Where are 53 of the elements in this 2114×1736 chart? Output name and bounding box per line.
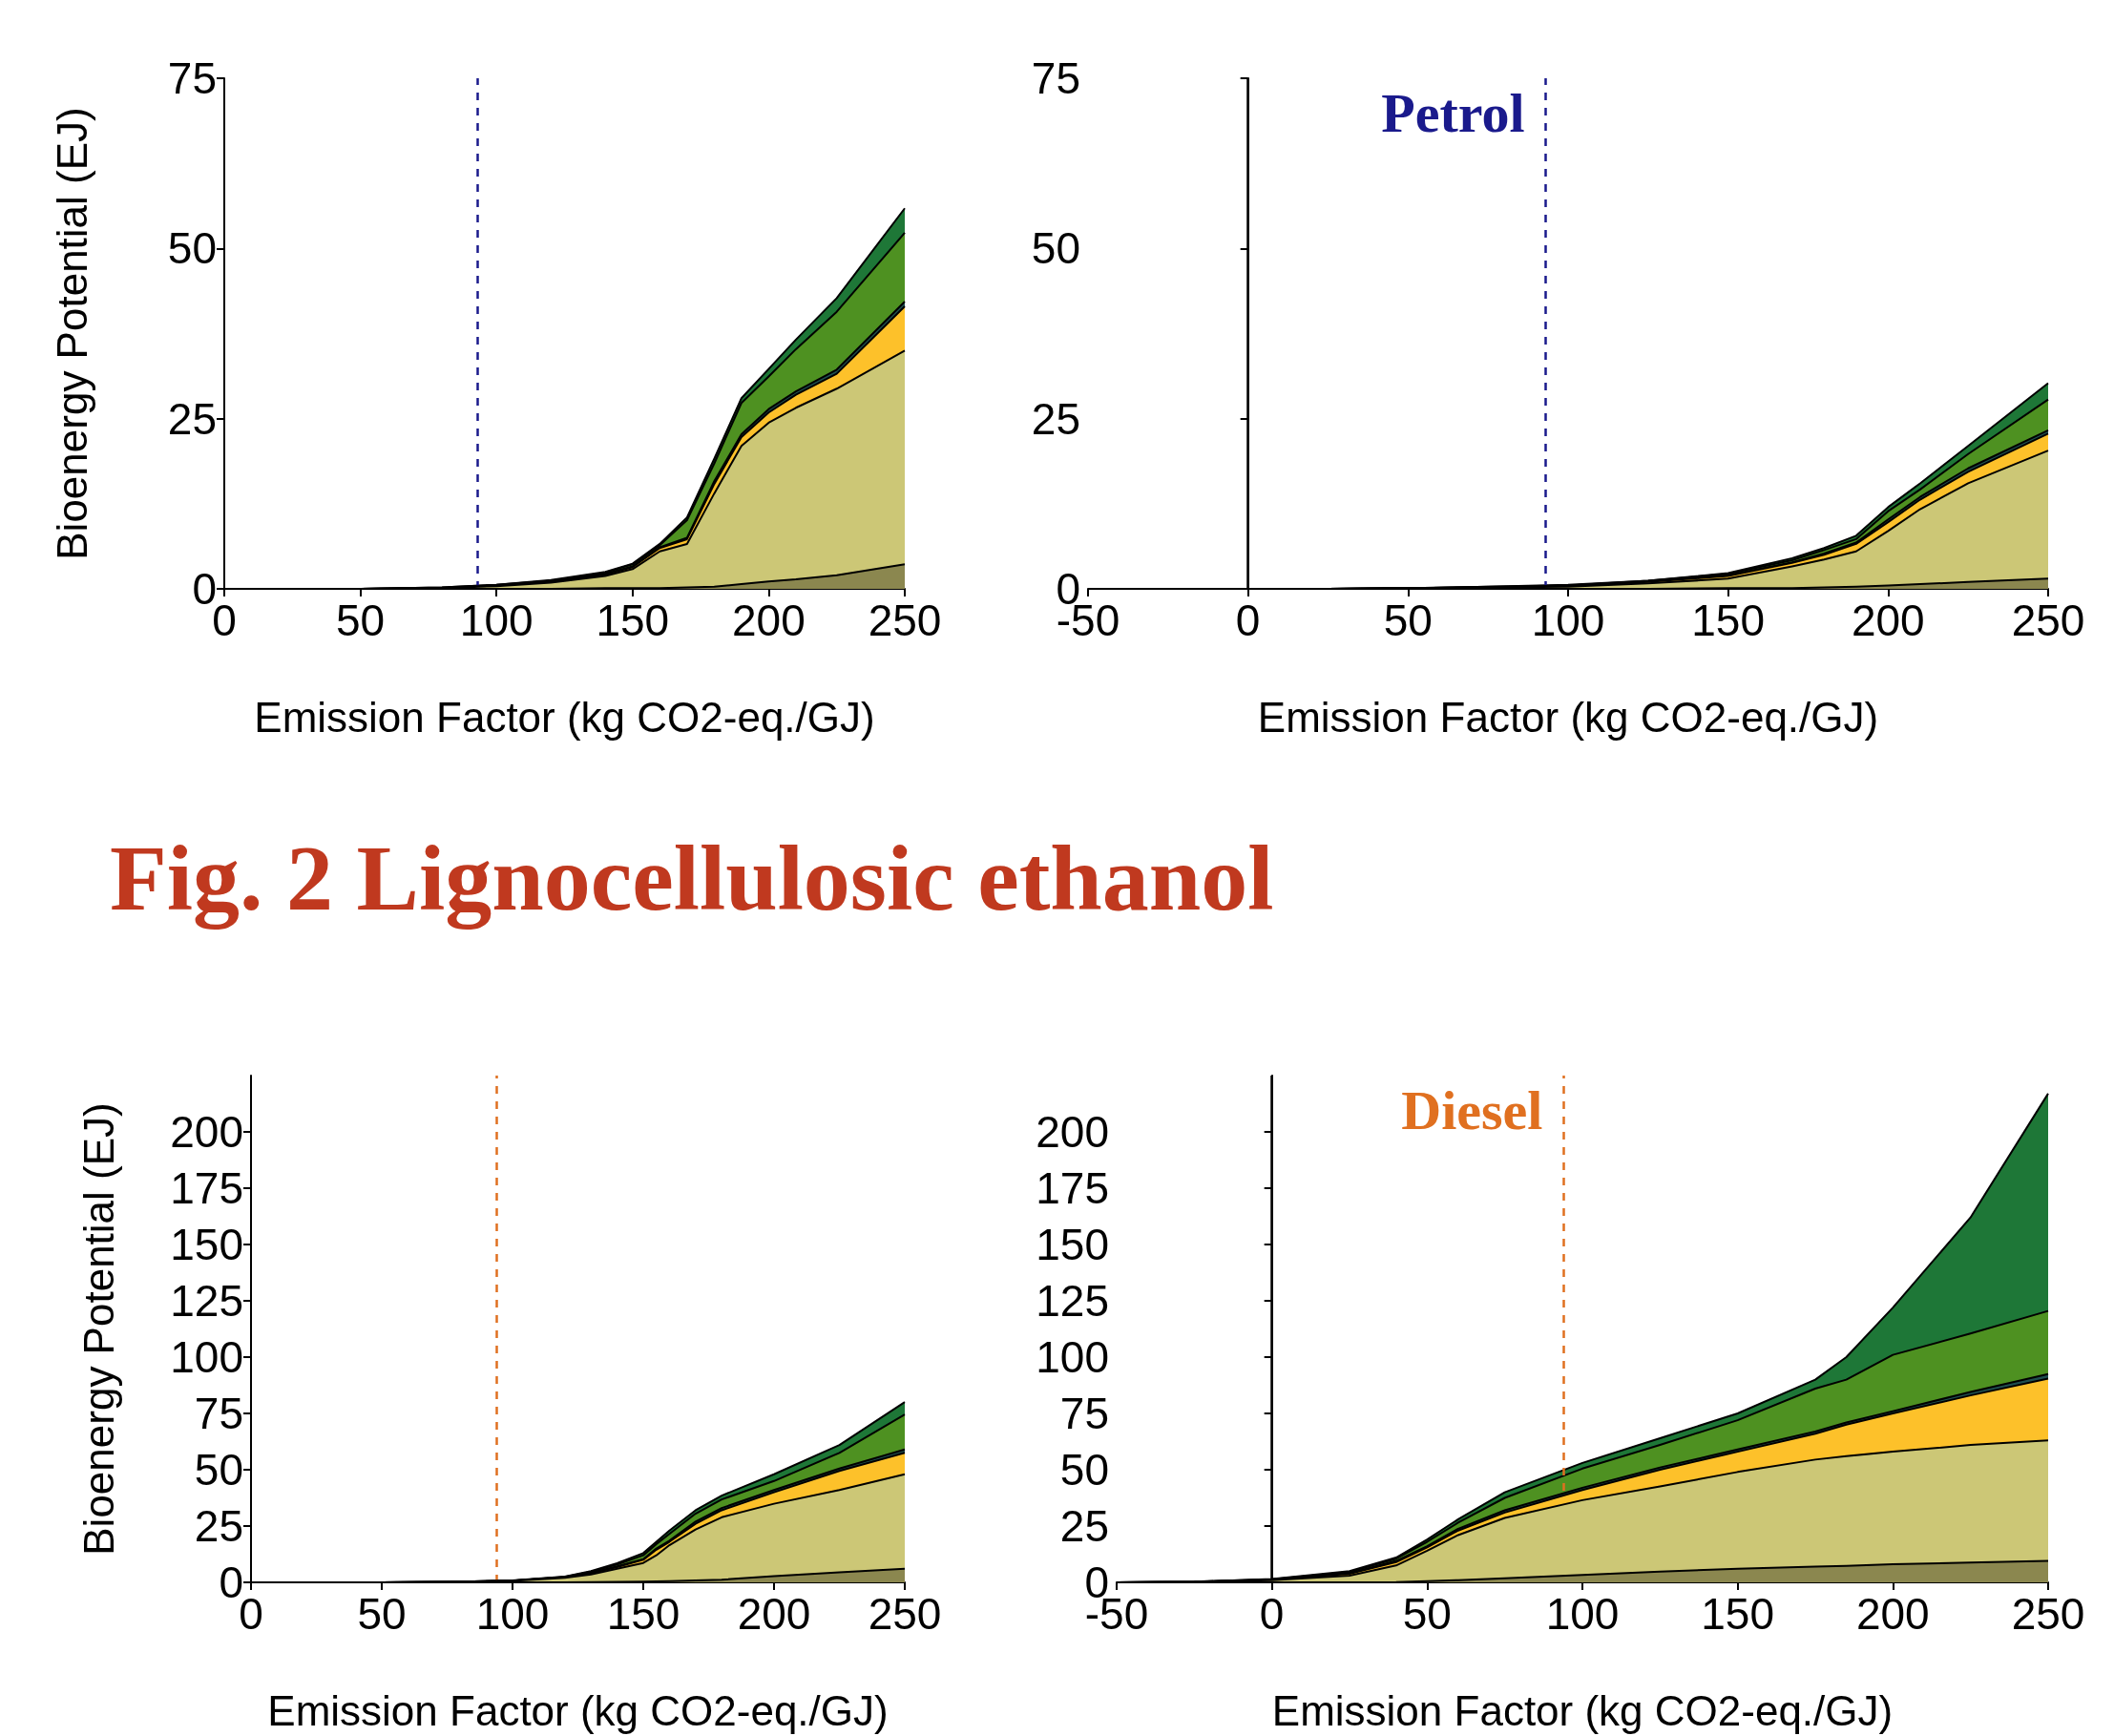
- y-tick-label: 175: [170, 1163, 243, 1213]
- x-tick-label: 200: [1851, 596, 1925, 645]
- y-tick-label: 25: [194, 1501, 243, 1551]
- x-tick-label: 100: [1545, 1589, 1620, 1639]
- x-tick-label: 50: [1383, 596, 1433, 645]
- y-tick-label: 75: [1031, 53, 1080, 103]
- x-tick-label: 200: [732, 596, 806, 645]
- y-tick-label: 200: [1036, 1107, 1109, 1157]
- ref-line-label: Petrol: [1381, 81, 1525, 144]
- y-tick-label: 25: [1031, 393, 1080, 444]
- x-tick-label: 150: [1701, 1589, 1775, 1639]
- y-tick-label: 75: [167, 53, 217, 103]
- y-tick-label: 75: [194, 1389, 243, 1438]
- chart-title: Fig. 2 Lignocellulosic ethanol: [110, 826, 1274, 931]
- y-tick-label: 50: [167, 223, 217, 274]
- y-axis-title: Bioenergy Potential (EJ): [48, 107, 95, 560]
- y-tick-label: 150: [1036, 1220, 1109, 1269]
- x-tick-label: 0: [1235, 596, 1261, 645]
- x-axis-title: Emission Factor (kg CO2-eq./GJ): [1257, 693, 1879, 741]
- x-tick-label: 200: [737, 1589, 811, 1639]
- x-tick-label: 250: [2011, 596, 2085, 645]
- x-tick-label: 200: [1855, 1589, 1930, 1639]
- x-tick-label: 150: [596, 596, 670, 645]
- x-tick-label: 0: [1259, 1589, 1285, 1639]
- y-tick-label: 200: [170, 1107, 243, 1157]
- y-tick-label: 100: [1036, 1332, 1109, 1382]
- y-tick-label: 125: [1036, 1276, 1109, 1326]
- x-tick-label: 150: [1691, 596, 1766, 645]
- x-tick-label: 250: [868, 1589, 942, 1639]
- y-tick-label: 50: [1059, 1445, 1109, 1495]
- y-tick-label: 175: [1036, 1163, 1109, 1213]
- y-tick-label: 125: [170, 1276, 243, 1326]
- x-axis-title: Emission Factor (kg CO2-eq./GJ): [254, 693, 875, 741]
- x-tick-label: 100: [1531, 596, 1605, 645]
- y-tick-label: 50: [194, 1445, 243, 1495]
- x-tick-label: 50: [1402, 1589, 1452, 1639]
- y-tick-label: 25: [167, 393, 217, 444]
- y-axis-title: Bioenergy Potential (EJ): [74, 1102, 122, 1556]
- y-tick-label: 50: [1031, 223, 1080, 274]
- x-tick-label: 100: [459, 596, 534, 645]
- x-axis-title: Emission Factor (kg CO2-eq./GJ): [1271, 1686, 1894, 1734]
- x-tick-label: 50: [357, 1589, 407, 1639]
- x-tick-label: 250: [868, 596, 942, 645]
- y-tick-label: 25: [1059, 1501, 1109, 1551]
- y-tick-label: 100: [170, 1332, 243, 1382]
- ref-line-label: Diesel: [1401, 1078, 1543, 1141]
- x-axis-title: Emission Factor (kg CO2-eq./GJ): [267, 1686, 889, 1734]
- x-tick-label: 50: [336, 596, 386, 645]
- y-tick-label: 150: [170, 1220, 243, 1269]
- y-tick-label: 75: [1059, 1389, 1109, 1438]
- x-tick-label: 100: [475, 1589, 550, 1639]
- x-tick-label: 250: [2011, 1589, 2085, 1639]
- x-tick-label: 150: [606, 1589, 680, 1639]
